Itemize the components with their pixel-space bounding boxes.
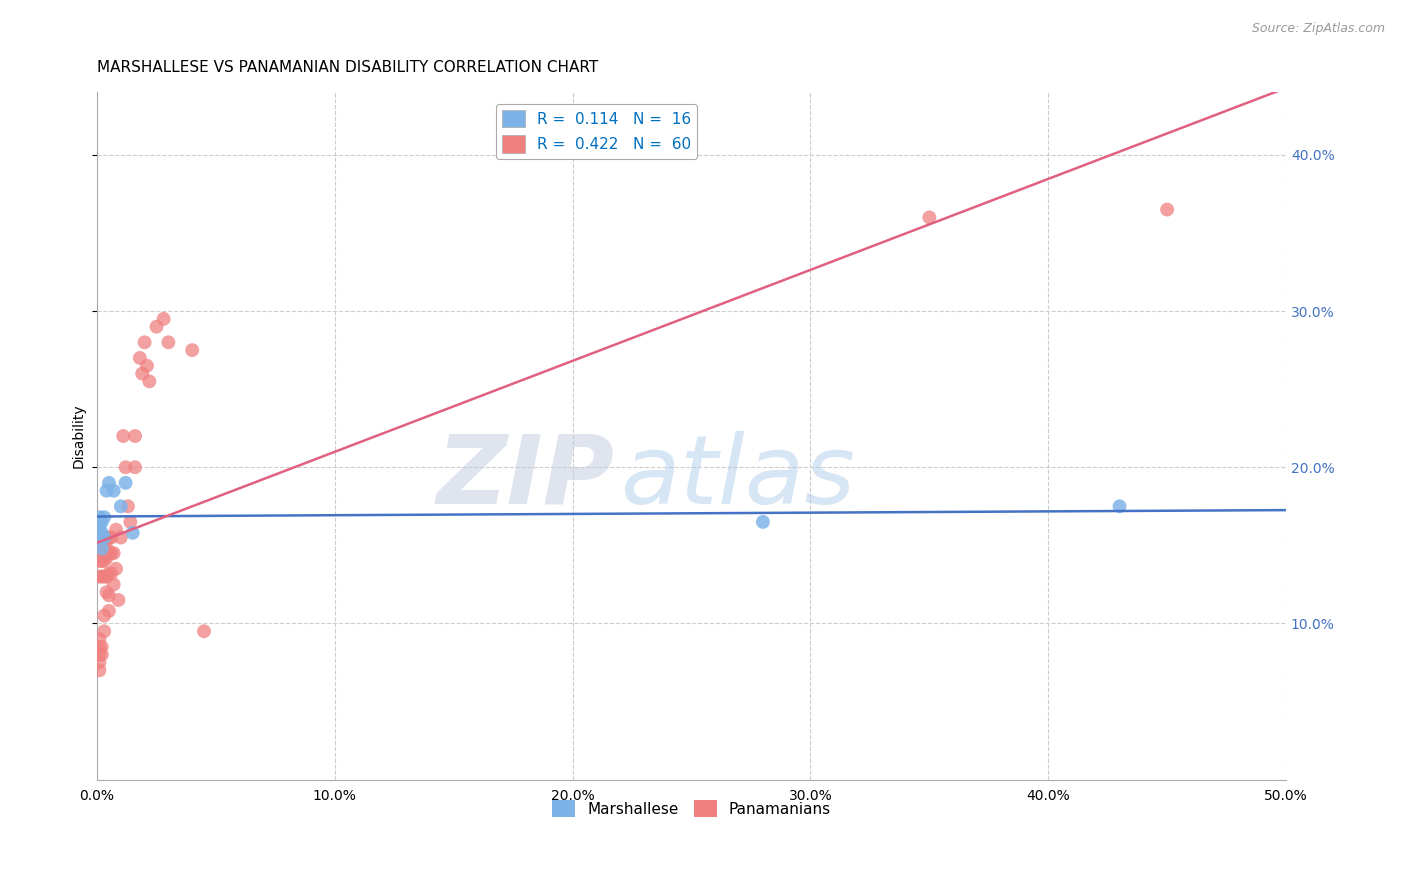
Point (89, 569, 111, 583)
Point (114, 460, 136, 475)
Text: atlas: atlas (620, 431, 855, 524)
Point (89, 531, 111, 545)
Point (90, 569, 112, 583)
Point (89, 531, 111, 545)
Point (120, 515, 142, 529)
Point (124, 429, 146, 443)
Point (128, 351, 150, 365)
Point (121, 525, 143, 540)
Point (90, 541, 112, 556)
Point (96, 531, 118, 545)
Point (124, 460, 146, 475)
Point (96, 483, 118, 498)
Point (138, 375, 160, 389)
Point (89, 510, 111, 524)
Point (97, 588, 120, 602)
Point (752, 515, 775, 529)
Point (93, 510, 115, 524)
Point (145, 319, 167, 334)
Point (97, 546, 120, 560)
Point (93, 538, 115, 552)
Point (107, 593, 129, 607)
Point (152, 311, 174, 326)
Point (100, 546, 122, 560)
Point (103, 577, 125, 591)
Point (131, 367, 153, 381)
Point (89, 546, 111, 560)
Point (89, 554, 111, 568)
Point (117, 500, 139, 514)
Point (97, 566, 120, 581)
Point (114, 475, 136, 490)
Legend: Marshallese, Panamanians: Marshallese, Panamanians (546, 794, 837, 823)
Point (93, 531, 115, 545)
Point (1156, 202, 1178, 217)
Point (103, 546, 125, 560)
Point (89, 648, 111, 662)
Point (90, 538, 112, 552)
Text: ZIP: ZIP (436, 431, 614, 524)
Point (89, 519, 111, 533)
Point (90, 525, 112, 540)
Point (110, 531, 132, 545)
Y-axis label: Disability: Disability (72, 404, 86, 468)
Point (97, 531, 120, 545)
Point (112, 429, 135, 443)
Point (93, 569, 115, 583)
Point (193, 624, 215, 639)
Point (93, 608, 115, 623)
Point (90, 640, 112, 654)
Point (96, 585, 118, 599)
Point (918, 211, 941, 225)
Point (89, 632, 111, 646)
Point (97, 475, 120, 490)
Point (105, 562, 128, 576)
Point (96, 541, 118, 556)
Point (103, 483, 125, 498)
Point (93, 554, 115, 568)
Point (93, 546, 115, 560)
Point (181, 343, 204, 358)
Point (89, 663, 111, 677)
Point (157, 335, 180, 350)
Point (110, 500, 132, 514)
Point (90, 515, 112, 529)
Point (97, 604, 120, 618)
Point (89, 538, 111, 552)
Point (90, 546, 112, 560)
Text: MARSHALLESE VS PANAMANIAN DISABILITY CORRELATION CHART: MARSHALLESE VS PANAMANIAN DISABILITY COR… (97, 60, 599, 75)
Point (89, 640, 111, 654)
Point (100, 531, 122, 545)
Point (93, 531, 115, 545)
Point (93, 624, 115, 639)
Point (90, 648, 112, 662)
Point (105, 523, 128, 537)
Point (1108, 500, 1130, 514)
Point (134, 335, 156, 350)
Point (96, 569, 118, 583)
Point (90, 554, 112, 568)
Point (96, 550, 118, 565)
Point (136, 359, 159, 373)
Point (100, 566, 122, 581)
Point (89, 656, 111, 670)
Text: Source: ZipAtlas.com: Source: ZipAtlas.com (1251, 22, 1385, 36)
